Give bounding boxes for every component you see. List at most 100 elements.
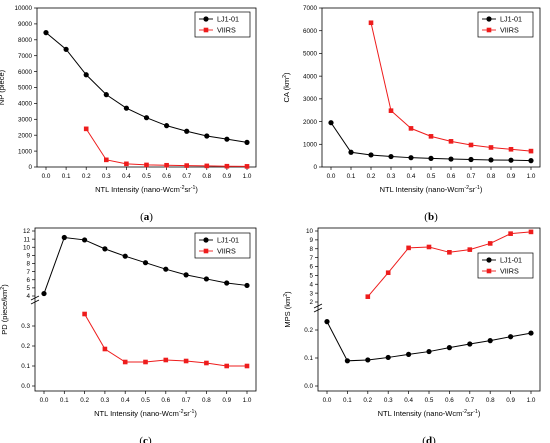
lj1-point (142, 260, 149, 266)
legend-box (477, 252, 534, 279)
lj1-point (406, 351, 412, 357)
lj1-point (486, 16, 492, 22)
x-tick-label: 0.5 (142, 173, 151, 180)
lj1-point (365, 357, 371, 363)
y-tick-label: 10 (306, 228, 314, 235)
y-tick-label: 0.0 (21, 383, 30, 390)
panel-label: (b) (424, 211, 438, 223)
x-tick-label: 0.7 (182, 173, 191, 180)
lj1-point (102, 246, 108, 252)
panel-b: 0 1000 2000 3000 4000 5000 6000 7000 0.0 0.1 0.2 0.… (282, 5, 541, 223)
viirs-point (408, 126, 414, 131)
x-tick-label: 0.6 (447, 173, 456, 180)
x-tick-label: 0.7 (182, 397, 191, 404)
x-tick-label: 0.2 (82, 173, 91, 180)
plot-frame (317, 227, 541, 392)
lj1-point (388, 153, 394, 160)
lj1-point (61, 234, 67, 241)
y-tick-label: 1000 (303, 141, 318, 148)
lj1-point (426, 348, 432, 355)
x-axis-label: NTL Intensity (nano-Wcm-2sr-1) (94, 409, 197, 418)
series-line (330, 122, 532, 162)
legend-label: VIIRS (217, 26, 236, 35)
x-tick-label: 1.0 (527, 173, 536, 180)
x-axis-label: NTL Intensity (nano-Wcm-2sr-1) (95, 185, 198, 194)
lj1-point (183, 272, 189, 278)
x-tick-label: 0.1 (347, 173, 356, 180)
y-tick-label: 2000 (303, 119, 318, 126)
y-tick-label: 7 (309, 255, 313, 262)
lj1-point (428, 155, 434, 161)
y-tick-label: 9 (26, 253, 30, 260)
series-lj1-01 (328, 120, 534, 164)
legend: LJ1-01 VIIRS (194, 11, 251, 38)
lj1-point (103, 92, 109, 98)
panel-d: 2 3 45 6 7 8 9 10 0.0 0.1 0.2 0.0 0.1 0.2 0.3 0.4 0.5 0.6… (283, 227, 541, 443)
x-tick-label: 0.9 (222, 397, 231, 404)
y-tick-label: 7000 (18, 53, 33, 60)
viirs-point (122, 359, 128, 365)
lj1-point (344, 358, 350, 364)
y-tick-label: 0.1 (21, 363, 30, 370)
series-line (326, 321, 532, 362)
axis-break-mark (30, 295, 40, 301)
x-tick-label: 0.1 (62, 173, 71, 180)
viirs-point (388, 108, 394, 113)
legend-box (477, 11, 534, 38)
y-axis-label-group: NP (piece) (0, 69, 6, 105)
viirs-point (203, 248, 209, 254)
legend-label: VIIRS (500, 26, 519, 35)
y-tick-label: 3000 (18, 117, 33, 124)
viirs-point (486, 268, 492, 274)
y-tick-label: 6 (26, 277, 30, 284)
axis-break-mark (30, 299, 40, 305)
legend-label: LJ1-01 (217, 236, 239, 245)
viirs-point (164, 162, 169, 168)
lj1-point (184, 128, 190, 134)
viirs-point (426, 244, 432, 250)
series-lj1-01 (41, 234, 250, 297)
x-tick-label: 0.1 (343, 397, 352, 404)
viirs-point (447, 250, 452, 255)
viirs-point (385, 270, 391, 276)
viirs-point (508, 231, 513, 236)
viirs-point (368, 20, 374, 26)
lj1-point (486, 257, 492, 263)
x-tick-label: 0.9 (507, 173, 516, 180)
x-tick-label: 0.7 (467, 173, 476, 180)
y-tick-label: 10 (23, 244, 31, 251)
x-tick-label: 0.4 (404, 397, 413, 404)
y-tick-label: 8000 (18, 37, 33, 44)
x-axis-label: NTL Intensity (nano-Wcm-2sr-1) (380, 185, 483, 194)
legend-label: VIIRS (500, 267, 519, 276)
viirs-point (82, 311, 87, 317)
y-tick-label: 5000 (303, 51, 318, 58)
x-tick-label: 0.2 (367, 173, 376, 180)
x-tick-label: 0.6 (161, 397, 170, 404)
lj1-point (408, 155, 414, 161)
x-tick-label: 0.4 (407, 173, 416, 180)
y-tick-label: 7000 (303, 5, 318, 12)
lj1-point (508, 334, 514, 340)
y-tick-label: 5 (309, 273, 313, 280)
y-tick-label: 12 (23, 228, 31, 235)
y-tick-label: 8 (26, 261, 30, 268)
panel-label: (a) (140, 211, 153, 223)
series-viirs (365, 229, 534, 299)
x-tick-label: 0.5 (427, 173, 436, 180)
series-lj1-01 (43, 30, 250, 145)
legend: LJ1-01 VIIRS (477, 252, 534, 279)
viirs-point (528, 148, 534, 154)
legend-label: VIIRS (217, 247, 236, 256)
viirs-point (528, 229, 534, 235)
y-tick-label: 0.0 (304, 383, 313, 390)
y-tick-label: 7 (26, 269, 30, 276)
legend-label: LJ1-01 (500, 15, 522, 24)
y-tick-label: 3 (309, 290, 313, 297)
lj1-point (244, 282, 250, 289)
lj1-point (324, 319, 330, 325)
axis-break-mark (313, 307, 323, 313)
lj1-point (244, 139, 250, 145)
viirs-point (488, 145, 494, 150)
